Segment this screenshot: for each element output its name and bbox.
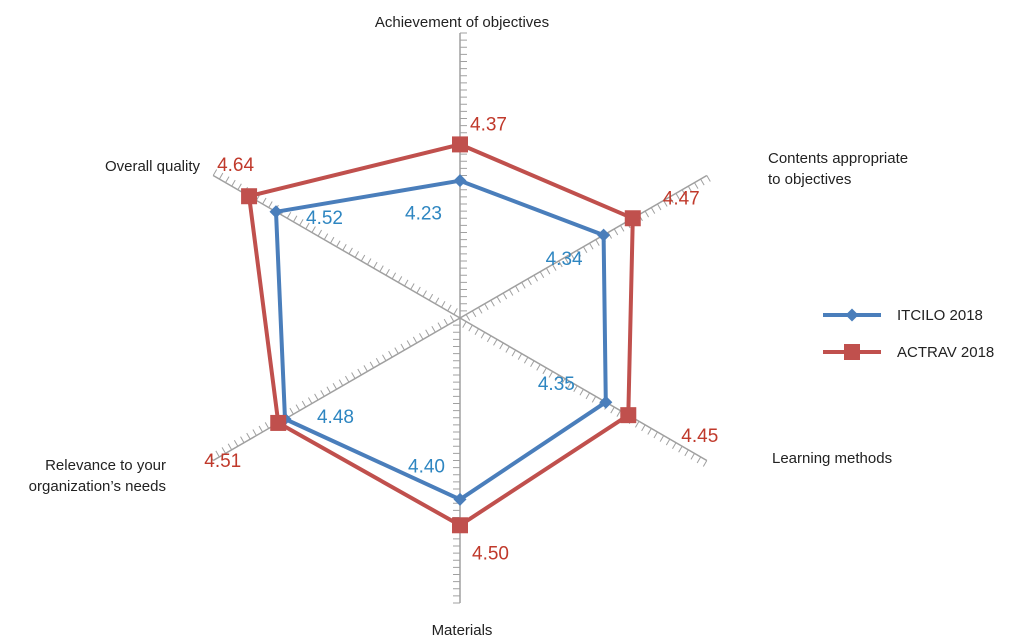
data-point-1-4 (270, 414, 287, 431)
data-point-0-2 (599, 395, 613, 409)
value-label-0-0: 4.23 (405, 204, 442, 225)
legend-label-0: ITCILO 2018 (897, 307, 983, 324)
value-label-1-1: 4.47 (663, 188, 700, 209)
value-label-1-4: 4.51 (204, 451, 241, 472)
legend-marker-1 (844, 344, 860, 360)
value-label-0-1: 4.34 (546, 249, 583, 270)
series-layer (241, 136, 641, 534)
legend: ITCILO 2018 ACTRAV 2018 (823, 307, 994, 361)
value-label-1-5: 4.64 (217, 155, 254, 176)
axis-label-5: Overall quality (105, 158, 201, 175)
data-point-0-0 (453, 174, 467, 188)
axis-label-2: Learning methods (772, 450, 892, 467)
data-point-1-3 (452, 517, 468, 534)
axis-label-3: Materials (432, 622, 493, 635)
axes-layer (209, 32, 711, 604)
value-label-0-5: 4.52 (306, 208, 343, 229)
axis-label-4-line-1: organization’s needs (29, 478, 166, 495)
data-point-1-0 (452, 136, 468, 153)
value-label-0-2: 4.35 (538, 374, 575, 395)
value-label-0-3: 4.40 (408, 456, 445, 477)
axis-label-0: Achievement of objectives (375, 14, 549, 31)
legend-marker-0 (845, 308, 859, 322)
data-point-1-5 (241, 188, 258, 205)
legend-label-1: ACTRAV 2018 (897, 344, 994, 361)
value-label-1-2: 4.45 (681, 426, 718, 447)
labels-layer: 4.23 4.34 4.35 4.40 4.48 4.52 4.37 4.47 4.45 4.50… (29, 14, 908, 635)
data-point-0-5 (269, 205, 283, 219)
data-point-1-2 (620, 407, 637, 424)
value-label-1-3: 4.50 (472, 543, 509, 564)
axis-label-1-line-0: Contents appropriate (768, 150, 908, 167)
value-label-1-0: 4.37 (470, 114, 507, 135)
data-point-0-3 (453, 492, 467, 506)
value-label-0-4: 4.48 (317, 407, 354, 428)
data-point-0-1 (597, 228, 611, 242)
data-point-1-1 (624, 210, 641, 227)
axis-label-1-line-1: to objectives (768, 171, 851, 188)
axis-label-4-line-0: Relevance to your (45, 457, 166, 474)
